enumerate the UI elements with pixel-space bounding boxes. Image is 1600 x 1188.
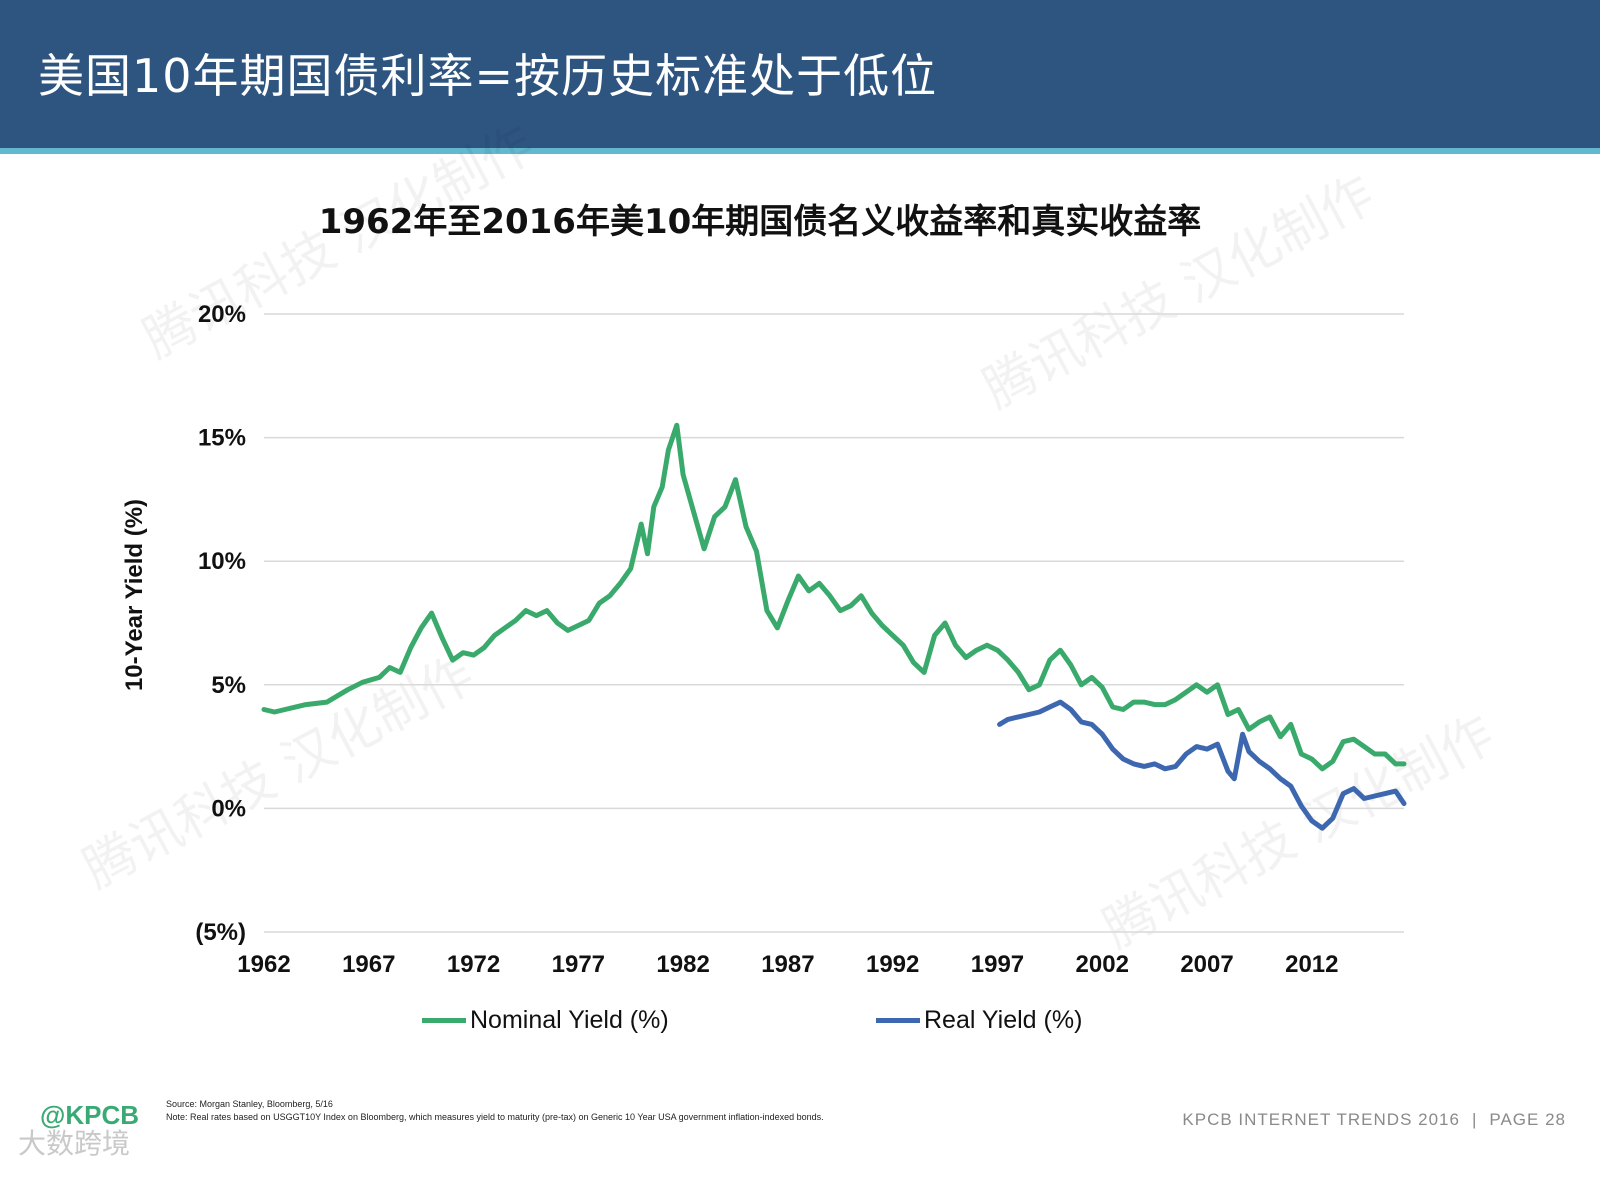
legend-label-real: Real Yield (%) — [924, 1005, 1083, 1034]
y-tick-label: 10% — [198, 548, 246, 575]
footnote: Source: Morgan Stanley, Bloomberg, 5/16 … — [166, 1098, 824, 1124]
banner-accent-stripe — [0, 148, 1600, 154]
footer-separator: | — [1471, 1110, 1478, 1129]
x-tick-label: 1962 — [237, 951, 290, 978]
page-heading: 美国10年期国债利率=按历史标准处于低位 — [38, 49, 938, 103]
y-tick-labels: (5%) 0% 5% 10% 15% 20% — [195, 301, 246, 946]
legend-swatch-real — [876, 1017, 920, 1023]
title-banner — [0, 0, 1600, 148]
x-tick-label: 1992 — [866, 951, 919, 978]
x-tick-label: 1977 — [552, 951, 605, 978]
x-tick-label: 2012 — [1285, 951, 1338, 978]
grid-lines — [264, 313, 1404, 933]
y-tick-label: 15% — [198, 425, 246, 452]
y-tick-label: (5%) — [195, 919, 246, 946]
x-tick-label: 1997 — [971, 951, 1024, 978]
footer-brand-name: KPCB INTERNET TRENDS 2016 — [1182, 1110, 1460, 1129]
legend-item-real: Real Yield (%) — [876, 1002, 1082, 1038]
kpcb-logo: @KPCB — [40, 1100, 140, 1130]
corner-watermark: 大数跨境 — [18, 1127, 131, 1160]
legend-swatch-nominal — [422, 1017, 466, 1023]
chart-legend: Nominal Yield (%) Real Yield (%) — [0, 1002, 1600, 1042]
footer-brand: KPCB INTERNET TRENDS 2016 | PAGE 28 — [1182, 1110, 1566, 1130]
y-tick-label: 0% — [211, 795, 246, 822]
x-tick-label: 1987 — [761, 951, 814, 978]
x-tick-label: 1972 — [447, 951, 500, 978]
x-tick-label: 2007 — [1180, 951, 1233, 978]
y-tick-label: 5% — [211, 672, 246, 699]
x-tick-label: 1967 — [342, 951, 395, 978]
note-line: Note: Real rates based on USGGT10Y Index… — [166, 1112, 824, 1122]
series-line-real-yield — [997, 699, 1407, 831]
x-tick-label: 1982 — [656, 951, 709, 978]
page-number: PAGE 28 — [1489, 1110, 1566, 1129]
x-tick-label: 2002 — [1076, 951, 1129, 978]
source-line: Source: Morgan Stanley, Bloomberg, 5/16 — [166, 1099, 333, 1109]
y-tick-label: 20% — [198, 301, 246, 328]
chart-title: 1962年至2016年美10年期国债名义收益率和真实收益率 — [318, 202, 1202, 242]
x-tick-labels: 1962 1967 1972 1977 1982 1987 1992 1997 2002 2007… — [237, 951, 1338, 978]
series-line-nominal-yield — [261, 422, 1407, 772]
legend-item-nominal: Nominal Yield (%) — [422, 1002, 669, 1038]
y-axis-label: 10-Year Yield (%) — [121, 499, 148, 691]
legend-label-nominal: Nominal Yield (%) — [470, 1005, 669, 1034]
series-lines — [261, 422, 1407, 831]
